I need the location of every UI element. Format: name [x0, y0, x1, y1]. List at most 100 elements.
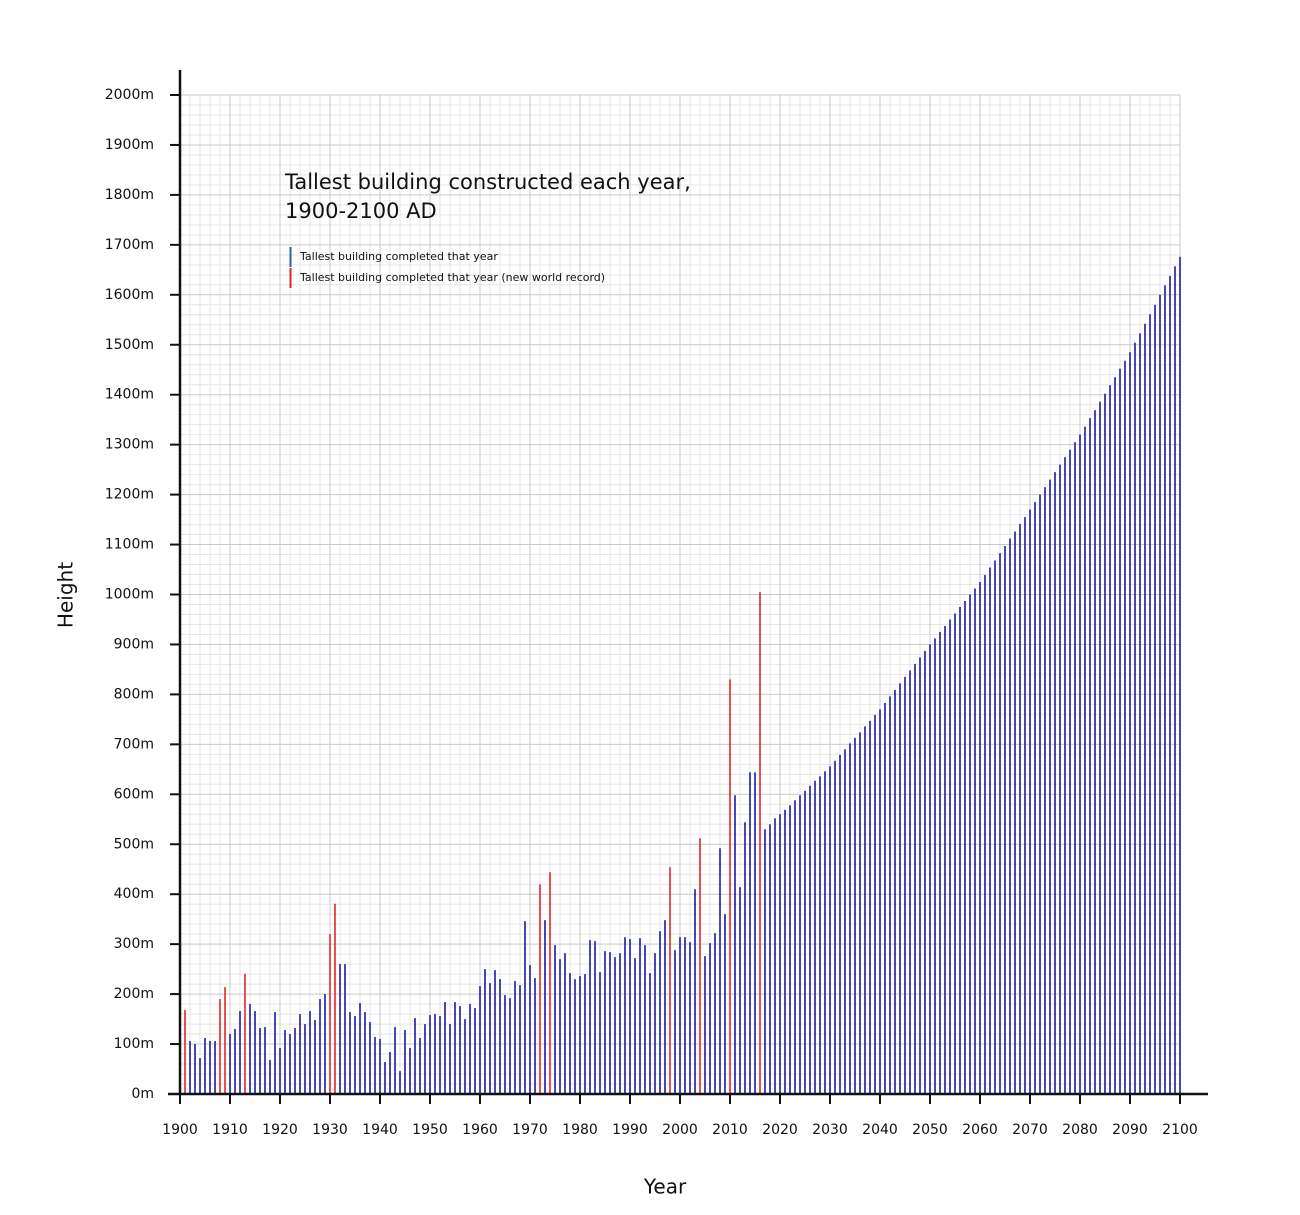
bar: [474, 1008, 476, 1094]
x-tick-label: 1930: [312, 1122, 348, 1138]
bar: [374, 1037, 376, 1094]
bar: [774, 818, 776, 1094]
bar: [1069, 449, 1071, 1094]
bar: [754, 772, 756, 1094]
bar: [219, 999, 221, 1094]
bar: [969, 594, 971, 1094]
bar: [314, 1020, 316, 1094]
bar: [579, 976, 581, 1094]
bar: [819, 776, 821, 1094]
bar: [729, 679, 731, 1094]
y-tick-label: 400m: [114, 886, 154, 902]
bar: [194, 1044, 196, 1094]
bar: [1004, 546, 1006, 1094]
bar: [749, 772, 751, 1094]
x-tick-label: 2090: [1112, 1122, 1148, 1138]
bar: [304, 1024, 306, 1094]
bar: [224, 987, 226, 1094]
bar: [354, 1016, 356, 1094]
bar: [999, 553, 1001, 1094]
bar: [644, 945, 646, 1094]
bar: [399, 1071, 401, 1094]
x-tick-label: 2060: [962, 1122, 998, 1138]
bar: [249, 1004, 251, 1094]
bar: [404, 1030, 406, 1094]
bar: [1154, 304, 1156, 1094]
bar: [1014, 531, 1016, 1094]
bar: [334, 903, 336, 1094]
y-tick-label: 1600m: [105, 287, 154, 303]
bar: [669, 867, 671, 1094]
bar: [674, 950, 676, 1094]
bar: [289, 1034, 291, 1094]
bar: [529, 965, 531, 1094]
bar: [1024, 517, 1026, 1094]
bar: [319, 999, 321, 1094]
bar: [244, 973, 246, 1094]
bar: [479, 986, 481, 1094]
bar: [464, 1019, 466, 1094]
y-tick-label: 1400m: [105, 387, 154, 403]
bar: [1059, 464, 1061, 1094]
y-tick-label: 1300m: [105, 437, 154, 453]
bar: [899, 683, 901, 1094]
bar: [439, 1016, 441, 1094]
bar: [834, 760, 836, 1094]
y-tick-label: 1000m: [105, 587, 154, 603]
bar: [1054, 472, 1056, 1094]
bar: [209, 1041, 211, 1094]
bar: [809, 785, 811, 1094]
bar: [794, 800, 796, 1094]
bar: [1144, 323, 1146, 1094]
y-tick-label: 1100m: [105, 537, 154, 553]
bar: [619, 953, 621, 1094]
bar: [459, 1006, 461, 1094]
bar: [684, 937, 686, 1094]
y-tick-label: 1900m: [105, 137, 154, 153]
bar: [199, 1058, 201, 1094]
bar: [1104, 393, 1106, 1094]
y-tick-label: 1800m: [105, 187, 154, 203]
bar: [344, 964, 346, 1094]
bar: [329, 934, 331, 1094]
y-tick-label: 2000m: [105, 87, 154, 103]
bar: [929, 644, 931, 1094]
bar: [469, 1004, 471, 1094]
bar: [414, 1018, 416, 1094]
bar: [394, 1027, 396, 1094]
bar: [484, 969, 486, 1094]
bar: [569, 973, 571, 1094]
y-tick-label: 700m: [114, 736, 154, 752]
bar: [444, 1002, 446, 1094]
bar: [699, 838, 701, 1094]
bar: [494, 970, 496, 1094]
bar: [1119, 368, 1121, 1094]
bar: [1049, 479, 1051, 1094]
bar: [239, 1011, 241, 1094]
bar: [189, 1041, 191, 1094]
chart-title-line: 1900-2100 AD: [285, 199, 437, 223]
x-tick-label: 1980: [562, 1122, 598, 1138]
bar: [1134, 342, 1136, 1094]
x-tick-label: 2030: [812, 1122, 848, 1138]
bar: [829, 766, 831, 1094]
bar: [814, 780, 816, 1094]
x-tick-label: 1920: [262, 1122, 298, 1138]
bar: [784, 809, 786, 1094]
bar: [1164, 285, 1166, 1094]
bar: [519, 985, 521, 1094]
bar: [1124, 360, 1126, 1094]
bar: [859, 732, 861, 1094]
bar: [789, 805, 791, 1094]
bar: [889, 696, 891, 1094]
bar: [989, 567, 991, 1094]
y-tick-label: 600m: [114, 786, 154, 802]
bar: [634, 958, 636, 1094]
bar: [324, 994, 326, 1094]
bar: [994, 560, 996, 1094]
bar: [894, 689, 896, 1094]
bar: [504, 995, 506, 1094]
bar: [689, 942, 691, 1094]
bar: [739, 887, 741, 1094]
